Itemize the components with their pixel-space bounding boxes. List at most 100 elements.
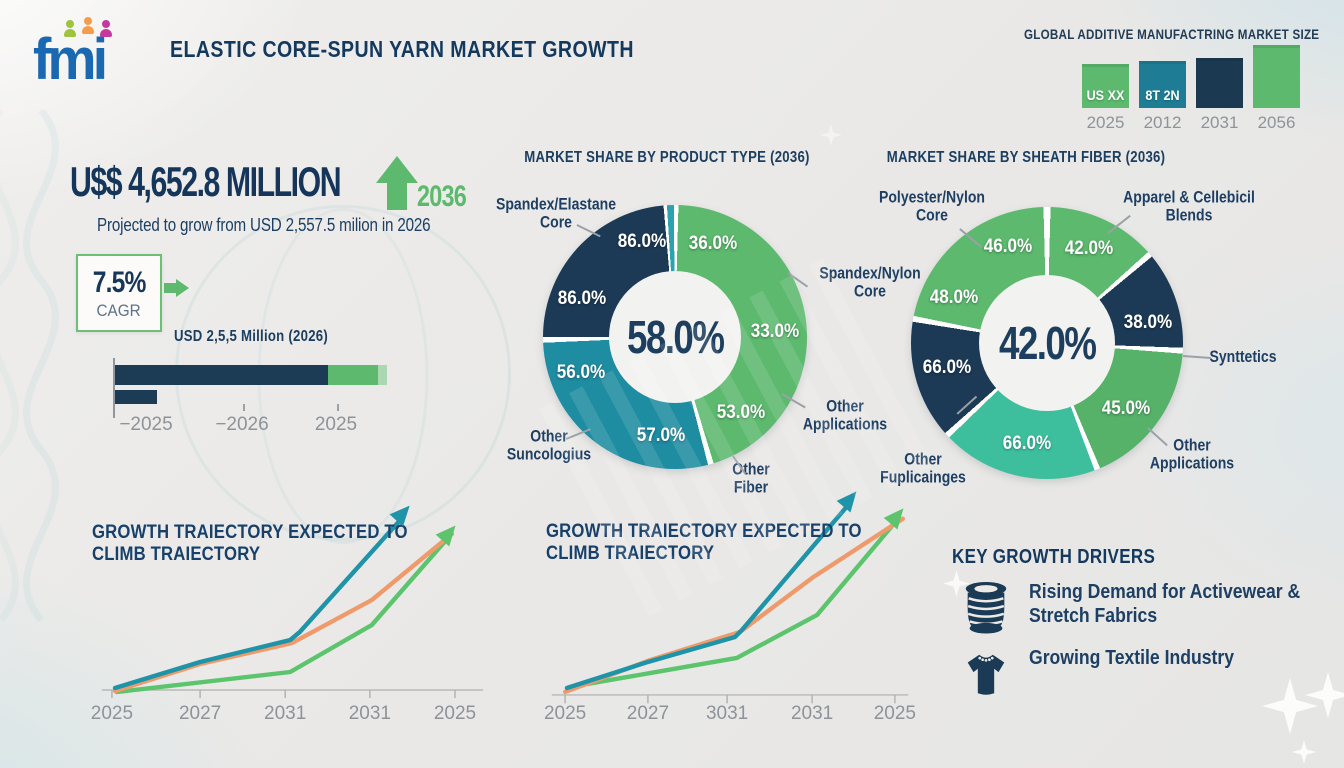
- bar-axis-tick-label: −2026: [215, 414, 269, 435]
- bar-axis-tick: [243, 404, 245, 411]
- legend-swatch: US XX: [1082, 64, 1129, 108]
- donut-center-value: 42.0%: [998, 317, 1097, 369]
- donut-sheath-fiber-donut: 42.0% 42.0% 38.0% 45.0% 66.0% 66.0% 48.0% 46.0%: [911, 207, 1183, 479]
- trend-line-teal: [115, 517, 403, 688]
- x-axis-tick-label: 2025: [873, 703, 917, 724]
- x-axis-tick-label: 2025: [543, 703, 587, 724]
- donut-product-type-donut: 58.0% 36.0% 33.0% 53.0% 57.0% 56.0% 86.0% 86.0%: [543, 205, 807, 469]
- legend-item: 2056: [1253, 45, 1300, 132]
- donut-slice-value: 46.0%: [984, 236, 1033, 258]
- donut-slice-value: 66.0%: [1003, 433, 1052, 455]
- donut-callout-label: Apparel & Cellebicil Blends: [1123, 188, 1255, 225]
- legend-year-label: 2031: [1200, 113, 1239, 132]
- donut-callout-label: Other Fuplicainges: [880, 450, 966, 487]
- bar-chart-y-axis: [113, 358, 115, 418]
- growth-drivers-items: Rising Demand for Activewear & Stretch F…: [960, 580, 1340, 702]
- trend-line-teal: [567, 503, 850, 688]
- sparkle-icon: [1292, 740, 1316, 764]
- page-title: ELASTIC CORE-SPUN YARN MARKET GROWTH: [170, 36, 634, 62]
- line-chart-growth-line-left: [100, 500, 485, 700]
- donut-slice-value: 36.0%: [688, 232, 737, 254]
- donut-slice-value: 33.0%: [750, 320, 800, 342]
- donut-center-value: 58.0%: [626, 311, 725, 363]
- logo-person-icon: [99, 20, 113, 38]
- x-axis-tick-label: 2027: [178, 703, 222, 724]
- growth-driver-item: Growing Textile Industry: [960, 646, 1340, 702]
- donut-slice-value: 66.0%: [922, 357, 971, 378]
- growth-driver-item: Rising Demand for Activewear & Stretch F…: [960, 580, 1340, 636]
- yarn-spool-icon: [960, 580, 1014, 636]
- donut-callout-label: Polyester/Nylon Core: [878, 188, 986, 225]
- legend-item: 2031: [1196, 58, 1243, 132]
- legend-swatch: [1196, 58, 1243, 108]
- x-axis-tick-label: 2031: [348, 703, 392, 724]
- donut-callout-label: Synttetics: [1209, 347, 1277, 366]
- donut-slice-value: 86.0%: [557, 288, 607, 310]
- callout-connector-line: [1182, 355, 1211, 359]
- donut-callout-label: Other Fiber: [732, 460, 770, 497]
- legend-year-label: 2012: [1143, 113, 1182, 132]
- tshirt-icon: [960, 646, 1014, 702]
- sparkle-icon: [820, 124, 842, 146]
- x-axis-tick-label: 2031: [790, 703, 834, 724]
- growth-driver-text: Growing Textile Industry: [1029, 647, 1235, 669]
- logo-figures: [63, 17, 135, 40]
- logo-person-icon: [81, 17, 95, 35]
- donut-title: MARKET SHARE BY PRODUCT TYPE (2036): [524, 149, 810, 166]
- donut-callout-label: Other Applications: [1149, 436, 1235, 473]
- x-axis-tick-label: 2031: [264, 703, 307, 724]
- trend-line-orange: [115, 534, 452, 691]
- fmi-logo: fmi: [33, 17, 173, 102]
- x-axis-tick-label: 2025: [90, 703, 134, 724]
- legend-year-label: 2056: [1257, 113, 1296, 132]
- x-axis-tick-label: 2027: [626, 703, 670, 724]
- donut-slice-value: 48.0%: [929, 286, 979, 308]
- cagr-value: 7.5%: [92, 265, 147, 299]
- donut-callout-label: Spandex/Elastane Core: [495, 195, 617, 232]
- legend-swatch: [1253, 45, 1300, 108]
- cagr-label: CAGR: [96, 300, 142, 320]
- donut-slice-value: 42.0%: [1064, 237, 1114, 259]
- logo-person-icon: [63, 20, 77, 38]
- trend-line-green: [117, 537, 449, 692]
- cagr-box: 7.5% CAGR: [76, 254, 162, 332]
- bar-axis-tick-label: −2025: [119, 414, 173, 435]
- growth-driver-text: Rising Demand for Activewear & Stretch F…: [1029, 581, 1301, 627]
- donut-callout-label: Other Suncologius: [506, 427, 592, 464]
- cagr-right-arrow-icon: [164, 279, 189, 297]
- donut-slice-value: 53.0%: [716, 401, 766, 423]
- legend-swatch-label: US XX: [1086, 87, 1125, 103]
- legend-item: US XX 2025: [1082, 64, 1129, 132]
- growth-drivers-title: KEY GROWTH DRIVERS: [952, 546, 1156, 568]
- x-axis-tick-label: 3031: [705, 703, 749, 724]
- market-size-legend-items: US XX 2025 8T 2N 2012 2031 2056: [1082, 44, 1300, 132]
- bar-row: [115, 390, 158, 404]
- line-chart-title: GROWTH TRAIECTORY EXPECTED TO CLIMB TRAIE…: [546, 521, 862, 565]
- donut-slice-value: 45.0%: [1101, 398, 1151, 420]
- x-axis-tick-label: 2025: [433, 703, 477, 724]
- donut-callout-label: Other Applications: [802, 397, 888, 434]
- bar-axis-tick-label: 2025: [314, 414, 358, 435]
- donut-slice-value: 56.0%: [557, 361, 606, 383]
- growth-up-arrow-stem: [387, 182, 407, 210]
- donut-slice-value: 38.0%: [1124, 312, 1173, 334]
- legend-item: 8T 2N 2012: [1139, 61, 1186, 132]
- donut-callout-label: Spandex/Nylon Core: [819, 264, 921, 301]
- line-chart-title: GROWTH TRAIECTORY EXPECTED TO CLIMB TRAIE…: [92, 522, 408, 566]
- bar-row: [115, 365, 387, 385]
- donut-slice-value: 57.0%: [636, 425, 686, 447]
- bar-axis-tick: [337, 404, 339, 411]
- legend-swatch: 8T 2N: [1139, 61, 1186, 108]
- target-year-label: 2036: [417, 180, 467, 213]
- legend-year-label: 2025: [1086, 113, 1125, 132]
- trend-line-green: [570, 520, 897, 687]
- dna-helix-decor: [0, 110, 59, 623]
- donut-hole: 58.0%: [609, 271, 741, 403]
- market-value-2036: U$$ 4,652.8 MILLION: [70, 158, 342, 205]
- donut-slice-value: 86.0%: [618, 231, 667, 253]
- projection-subtitle: Projected to grow from USD 2,557.5 milio…: [97, 214, 431, 235]
- fmi-logo-text: fmi: [33, 27, 108, 92]
- bar-chart-title: USD 2,5,5 Million (2026): [173, 328, 329, 345]
- legend-swatch-label: 8T 2N: [1145, 87, 1180, 103]
